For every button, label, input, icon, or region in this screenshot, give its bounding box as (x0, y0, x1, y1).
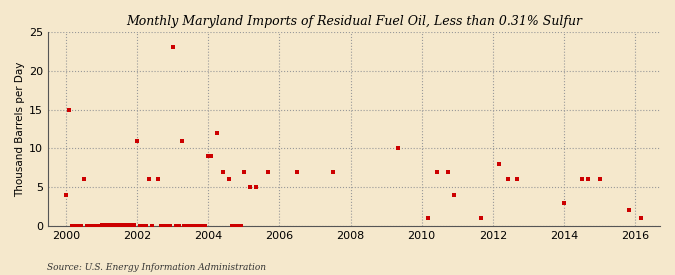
Point (392, 146, 403, 150)
Point (179, 224, 190, 228)
Point (76, 224, 86, 228)
Point (102, 224, 113, 228)
Point (194, 224, 205, 228)
Point (108, 224, 119, 228)
Point (449, 193, 460, 197)
Point (105, 223, 116, 227)
Point (134, 224, 145, 228)
Y-axis label: Thousand Barrels per Day: Thousand Barrels per Day (15, 61, 25, 197)
Point (292, 169, 302, 174)
Point (129, 223, 140, 227)
Point (117, 223, 128, 227)
Point (502, 177, 513, 182)
Point (170, 224, 181, 228)
Point (182, 224, 193, 228)
Point (140, 224, 151, 228)
Point (327, 169, 338, 174)
Point (90, 224, 101, 228)
Point (111, 224, 122, 228)
Point (123, 224, 134, 228)
Point (218, 169, 229, 174)
Point (70, 224, 80, 228)
Text: Source: U.S. Energy Information Administration: Source: U.S. Energy Information Administ… (47, 263, 266, 272)
Point (232, 224, 243, 228)
Point (108, 223, 119, 227)
Point (153, 177, 163, 182)
Point (244, 185, 255, 189)
Point (594, 177, 605, 182)
Point (202, 154, 213, 158)
Point (173, 224, 184, 228)
Point (87, 224, 98, 228)
Point (431, 169, 442, 174)
Point (262, 169, 273, 174)
Point (197, 224, 208, 228)
Point (63, 107, 74, 112)
Point (96, 224, 107, 228)
Point (146, 224, 157, 228)
Point (99, 224, 110, 228)
Point (114, 224, 125, 228)
Point (443, 169, 454, 174)
Point (111, 223, 122, 227)
Point (126, 224, 136, 228)
Point (206, 154, 217, 158)
Point (120, 224, 131, 228)
Point (511, 177, 522, 182)
Point (493, 162, 504, 166)
Point (61, 193, 72, 197)
Point (102, 223, 113, 227)
Point (227, 224, 238, 228)
Point (117, 224, 128, 228)
Point (99, 223, 110, 227)
Point (236, 224, 246, 228)
Point (576, 177, 587, 182)
Point (200, 224, 211, 228)
Point (558, 200, 569, 205)
Point (155, 224, 166, 228)
Point (238, 169, 249, 174)
Point (120, 223, 131, 227)
Point (476, 216, 487, 220)
Point (123, 223, 134, 227)
Point (72, 224, 83, 228)
Point (188, 224, 198, 228)
Point (165, 224, 176, 228)
Point (212, 131, 223, 135)
Point (138, 224, 148, 228)
Point (81, 224, 92, 228)
Point (132, 138, 142, 143)
Point (129, 224, 140, 228)
Point (250, 185, 261, 189)
Point (191, 224, 202, 228)
Point (84, 224, 95, 228)
Point (230, 224, 240, 228)
Point (126, 223, 136, 227)
Point (159, 224, 169, 228)
Point (624, 208, 634, 213)
Point (96, 223, 107, 227)
Point (105, 224, 116, 228)
Point (636, 216, 647, 220)
Point (223, 177, 234, 182)
Point (176, 138, 187, 143)
Point (114, 223, 125, 227)
Point (423, 216, 433, 220)
Point (78, 177, 89, 182)
Point (93, 224, 104, 228)
Point (167, 45, 178, 50)
Point (161, 224, 172, 228)
Title: Monthly Maryland Imports of Residual Fuel Oil, Less than 0.31% Sulfur: Monthly Maryland Imports of Residual Fue… (126, 15, 582, 28)
Point (67, 224, 78, 228)
Point (143, 177, 154, 182)
Point (185, 224, 196, 228)
Point (583, 177, 593, 182)
